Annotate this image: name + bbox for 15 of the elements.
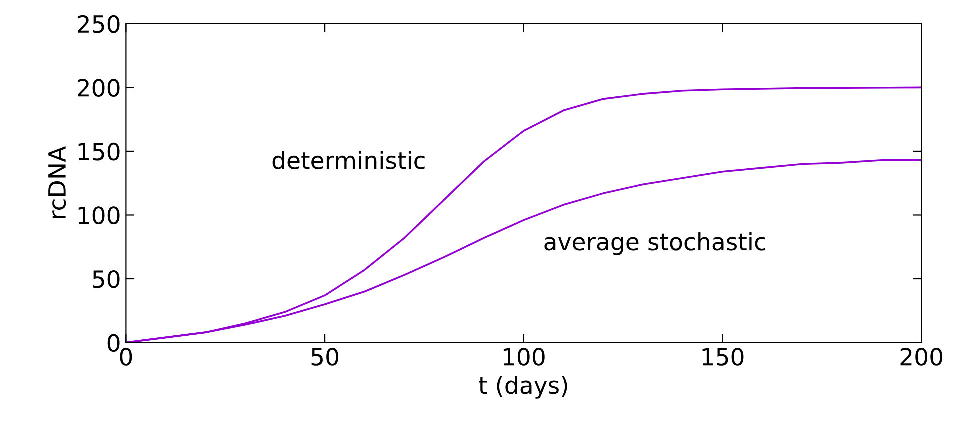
x-tick-label: 0 <box>120 348 132 366</box>
y-tick-label: 250 <box>78 15 120 34</box>
annotation: average stochastic <box>544 232 766 256</box>
x-tick-label: 150 <box>702 348 744 366</box>
y-tick-label: 100 <box>78 206 120 225</box>
x-axis-title: t (days) <box>479 376 568 399</box>
x-tick-label: 200 <box>900 348 943 366</box>
x-tick-label: 100 <box>504 348 545 366</box>
y-axis-title: rcDNA <box>48 146 66 218</box>
annotation: deterministic <box>272 151 425 170</box>
y-tick-label: 150 <box>78 142 120 161</box>
y-tick-label: 0 <box>108 334 120 352</box>
y-tick-label: 50 <box>93 270 120 288</box>
x-tick-label: 50 <box>312 348 338 366</box>
y-tick-label: 200 <box>78 79 120 97</box>
